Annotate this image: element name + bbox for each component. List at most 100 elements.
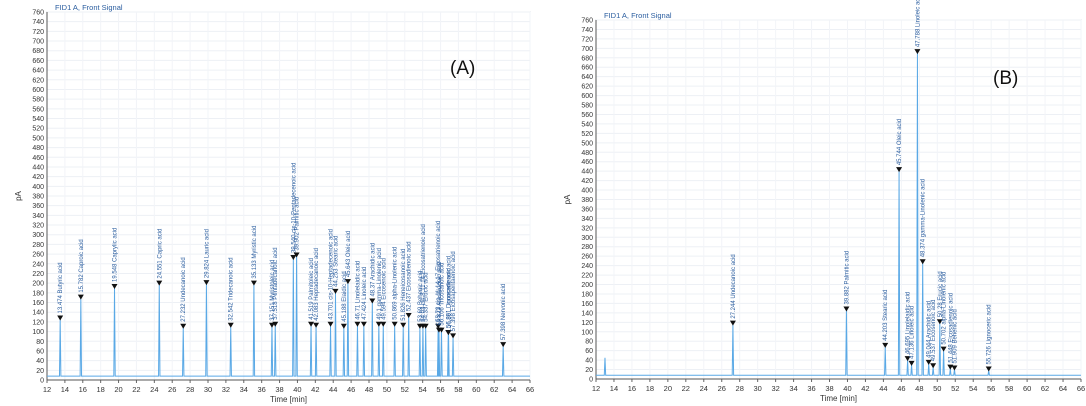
y-tick-label: 460 xyxy=(581,159,593,166)
x-tick-label: 24 xyxy=(700,384,708,393)
y-tick-label: 340 xyxy=(32,213,44,220)
peak-label: 51.909 Behenic acid xyxy=(952,309,958,363)
y-tick-label: 560 xyxy=(581,112,593,119)
peak-label: 37.151 Myristoleic acid xyxy=(270,260,276,321)
peak-label: 37.518 Pentadecanoic acid xyxy=(273,247,279,319)
peak-label: 50.869 alpha-Linolenic acid xyxy=(393,247,399,320)
peak-label: 52.437 Eicosadienoic acid xyxy=(407,241,413,311)
x-tick-label: 20 xyxy=(114,385,122,394)
y-tick-label: 40 xyxy=(585,358,593,365)
y-tick-label: 760 xyxy=(32,10,44,17)
y-tick-label: 380 xyxy=(32,194,44,201)
y-tick-label: 760 xyxy=(581,18,593,25)
y-tick-label: 120 xyxy=(581,320,593,327)
x-tick-label: 42 xyxy=(861,384,869,393)
peak-label: 39.902 Palmitic acid xyxy=(295,197,301,251)
x-tick-label: 18 xyxy=(646,384,654,393)
y-tick-label: 220 xyxy=(581,273,593,280)
y-tick-label: 280 xyxy=(581,244,593,251)
peak-marker xyxy=(250,280,257,286)
peak-label: 27.232 Undecanoic acid xyxy=(181,257,187,321)
x-tick-label: 28 xyxy=(186,385,194,394)
peak-marker xyxy=(272,321,279,327)
y-tick-label: 100 xyxy=(32,329,44,336)
y-tick-label: 420 xyxy=(32,174,44,181)
peak-marker xyxy=(344,279,351,285)
y-tick-label: 440 xyxy=(32,164,44,171)
y-tick-label: 500 xyxy=(581,140,593,147)
peak-marker xyxy=(375,321,382,327)
peak-marker xyxy=(925,359,932,365)
peak-marker xyxy=(985,366,992,372)
peak-label: 48.37 Arachidic acid xyxy=(370,243,376,297)
peak-label: 42.083 Heptadecanoic acid xyxy=(314,248,320,321)
y-tick-label: 40 xyxy=(36,358,44,365)
peak-label: 45.188 Elaidic acid xyxy=(342,271,348,321)
x-tick-label: 66 xyxy=(526,385,534,394)
y-tick-label: 60 xyxy=(36,348,44,355)
y-tick-label: 400 xyxy=(581,188,593,195)
peak-marker xyxy=(327,321,334,327)
peak-marker xyxy=(438,327,445,333)
x-axis-label: Time [min] xyxy=(270,395,307,404)
y-tick-label: 420 xyxy=(581,178,593,185)
x-tick-label: 56 xyxy=(436,385,444,394)
peak-marker xyxy=(340,323,347,329)
y-tick-label: 300 xyxy=(581,235,593,242)
peak-marker xyxy=(391,321,398,327)
peak-label: 13.474 Butyric acid xyxy=(58,262,64,313)
peak-marker xyxy=(77,294,84,300)
y-tick-label: 720 xyxy=(581,36,593,43)
y-tick-label: 500 xyxy=(32,135,44,142)
y-tick-label: 560 xyxy=(32,106,44,113)
peak-marker xyxy=(919,259,926,265)
peak-label: 39.540 cis-10-Pentadecenoic acid xyxy=(291,163,297,253)
peak-marker xyxy=(293,252,300,258)
y-tick-label: 640 xyxy=(32,68,44,75)
x-tick-label: 44 xyxy=(879,384,887,393)
y-tick-label: 0 xyxy=(40,378,44,385)
x-tick-label: 48 xyxy=(915,384,923,393)
y-tick-label: 660 xyxy=(32,58,44,65)
y-tick-label: 520 xyxy=(32,126,44,133)
x-tick-label: 64 xyxy=(1059,384,1067,393)
y-tick-label: 220 xyxy=(32,271,44,278)
peak-marker xyxy=(400,322,407,328)
peak-marker xyxy=(227,322,234,328)
peak-marker xyxy=(908,360,915,366)
x-tick-label: 24 xyxy=(150,385,158,394)
y-tick-label: 20 xyxy=(585,367,593,374)
peak-marker xyxy=(936,319,943,325)
peak-label: 49.1 gamma-Linolenic acid xyxy=(377,248,383,320)
peak-label: 47.788 Linoleic acid xyxy=(915,0,921,47)
y-tick-label: 440 xyxy=(581,169,593,176)
signal-trace xyxy=(596,53,1081,376)
peak-label: 49.537 Eicosenoic acid xyxy=(931,299,937,361)
peak-marker xyxy=(268,322,275,328)
y-tick-label: 460 xyxy=(32,155,44,162)
peak-label: 45.643 Oleic acid xyxy=(346,231,352,277)
y-tick-label: 320 xyxy=(581,225,593,232)
x-tick-label: 20 xyxy=(664,384,672,393)
x-tick-label: 28 xyxy=(736,384,744,393)
x-tick-label: 64 xyxy=(508,385,516,394)
y-axis-label: pA xyxy=(14,190,23,200)
peak-marker xyxy=(156,280,163,286)
peak-label: 55.823 Arachidonic acid xyxy=(437,262,443,326)
peak-marker xyxy=(57,315,64,321)
y-tick-label: 100 xyxy=(581,329,593,336)
y-tick-label: 540 xyxy=(581,121,593,128)
x-tick-label: 34 xyxy=(789,384,797,393)
y-tick-label: 600 xyxy=(32,87,44,94)
y-tick-label: 480 xyxy=(32,145,44,152)
y-tick-label: 680 xyxy=(581,55,593,62)
y-tick-label: 700 xyxy=(32,39,44,46)
x-tick-label: 22 xyxy=(682,384,690,393)
peak-marker xyxy=(180,323,187,329)
peak-label: 32.542 Tridecanoic acid xyxy=(229,257,235,320)
x-tick-label: 30 xyxy=(204,385,212,394)
peak-marker xyxy=(450,333,457,339)
x-tick-label: 22 xyxy=(132,385,140,394)
y-tick-label: 640 xyxy=(581,74,593,81)
